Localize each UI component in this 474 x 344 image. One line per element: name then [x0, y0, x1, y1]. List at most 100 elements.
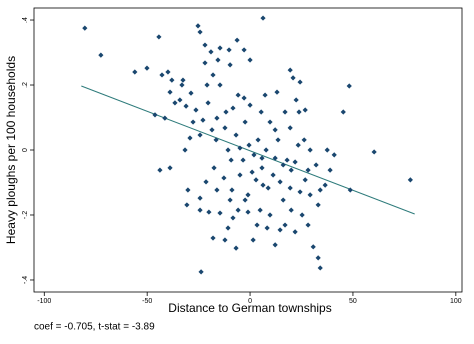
point: [223, 109, 229, 115]
point: [209, 127, 215, 133]
point: [188, 90, 194, 96]
point: [346, 83, 352, 89]
y-tick-label: .2: [22, 82, 29, 88]
point: [208, 49, 214, 55]
point: [257, 207, 263, 213]
point: [262, 92, 268, 98]
point: [288, 207, 294, 213]
point: [287, 125, 293, 131]
point: [249, 169, 255, 175]
point: [267, 212, 273, 218]
point: [206, 209, 212, 215]
point: [282, 222, 288, 228]
point: [235, 92, 241, 98]
y-tick-label: .4: [22, 17, 29, 23]
point: [197, 29, 203, 35]
point: [242, 197, 248, 203]
point: [277, 227, 283, 233]
point: [254, 222, 260, 228]
point: [221, 175, 227, 181]
point: [282, 109, 288, 115]
point: [272, 155, 278, 161]
point: [297, 189, 303, 195]
y-axis-title: Heavy ploughs per 100 households: [4, 56, 18, 244]
point: [247, 102, 253, 108]
point: [187, 135, 193, 141]
point: [241, 95, 247, 101]
point: [156, 34, 162, 40]
point: [203, 179, 209, 185]
point: [340, 109, 346, 115]
point: [293, 97, 299, 103]
point: [195, 23, 201, 29]
point: [371, 149, 377, 155]
point: [250, 237, 256, 243]
point: [292, 159, 298, 165]
point: [241, 47, 247, 53]
point: [331, 152, 337, 158]
point: [179, 82, 185, 88]
point: [197, 132, 203, 138]
point: [407, 177, 413, 183]
point: [185, 187, 191, 193]
point: [217, 210, 223, 216]
x-axis-title: Distance to German townships: [168, 301, 331, 315]
point: [260, 15, 266, 21]
point: [347, 187, 353, 193]
point: [225, 147, 231, 153]
point: [193, 107, 199, 113]
point: [259, 165, 265, 171]
point: [317, 187, 323, 193]
point: [280, 162, 286, 168]
y-tick-label: 0: [22, 148, 29, 152]
point: [217, 82, 223, 88]
point: [230, 215, 236, 221]
point: [213, 137, 219, 143]
x-tick-label: -50: [142, 298, 152, 305]
point: [313, 162, 319, 168]
point: [197, 207, 203, 213]
point: [217, 45, 223, 51]
point: [190, 119, 196, 125]
point: [229, 187, 235, 193]
point: [272, 242, 278, 248]
point: [302, 177, 308, 183]
point: [184, 202, 190, 208]
x-tick-label: 50: [349, 298, 357, 305]
point: [251, 152, 257, 158]
point: [287, 67, 293, 73]
point: [324, 147, 330, 153]
point: [242, 119, 248, 125]
point: [272, 127, 278, 133]
point: [310, 244, 316, 250]
point: [284, 157, 290, 163]
point: [225, 225, 231, 231]
point: [210, 72, 216, 78]
point: [233, 245, 239, 251]
point: [233, 132, 239, 138]
point: [132, 69, 138, 75]
point: [230, 105, 236, 111]
point: [258, 109, 264, 115]
point: [307, 192, 313, 198]
point: [315, 255, 321, 261]
point: [280, 197, 286, 203]
point: [228, 157, 234, 163]
point: [215, 57, 221, 63]
point: [205, 100, 211, 106]
point: [302, 107, 308, 113]
point: [275, 137, 281, 143]
point: [144, 65, 150, 71]
point: [296, 109, 302, 115]
point: [226, 47, 232, 53]
point: [287, 185, 293, 191]
point: [265, 185, 271, 191]
point: [200, 117, 206, 123]
point: [299, 212, 305, 218]
point: [197, 195, 203, 201]
point: [222, 125, 228, 131]
point: [317, 265, 323, 271]
point: [210, 235, 216, 241]
point: [253, 177, 259, 183]
